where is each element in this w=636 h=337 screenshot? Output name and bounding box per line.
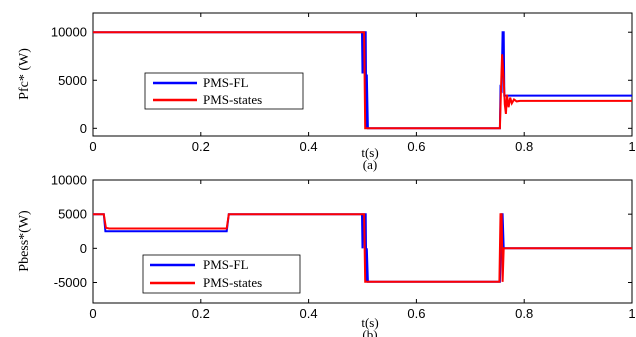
series-line-pms-states-b [93,213,632,283]
y-tick-label-b: 0 [80,241,87,256]
legend-box-b [142,254,301,294]
x-tick-label-b: 1 [628,306,635,321]
panel-label-a: (a) [363,157,377,172]
legend-box-a [144,72,304,110]
x-tick-label-a: 1 [628,139,635,154]
y-axis-label-b: Pbess*(W) [17,210,32,272]
legend-label-pms-states-b: PMS-states [203,275,262,290]
legend-a: PMS-FL PMS-states [144,72,304,110]
x-tick-label-b: 0 [89,306,96,321]
panel-a: 0 0.2 0.4 0.6 0.8 1 0 5000 10000 Pfc* (W) t(s) (… [17,12,636,172]
legend-b: PMS-FL PMS-states [142,254,301,294]
legend-label-pms-fl: PMS-FL [203,75,249,90]
x-tick-label-a: 0.8 [515,139,533,154]
y-tick-label-b: 10000 [51,173,87,188]
legend-label-pms-states: PMS-states [203,92,262,107]
x-tick-label-b: 0.4 [300,306,318,321]
y-tick-label-a: 0 [80,121,87,136]
x-tick-label-b: 0.6 [407,306,425,321]
series-lines-a [93,31,632,130]
y-tick-label-b: 5000 [58,207,87,222]
legend-label-pms-fl-b: PMS-FL [203,257,249,272]
y-axis-label-a: Pfc* (W) [17,48,32,100]
series-line-pms-states-a [93,31,632,130]
x-axis-label-b: t(s) [361,315,378,330]
y-tick-label-a: 10000 [51,25,87,40]
x-axis-label-a: t(s) [361,145,378,160]
panel-label-b: (b) [362,327,377,337]
x-tick-label-b: 0.8 [515,306,533,321]
series-lines-b [93,213,632,283]
y-tick-label-a: 5000 [58,73,87,88]
x-tick-label-a: 0.2 [192,139,210,154]
ticks-a: 0 0.2 0.4 0.6 0.8 1 0 5000 10000 [51,13,636,154]
x-tick-label-a: 0.6 [407,139,425,154]
x-tick-label-a: 0.4 [300,139,318,154]
x-tick-label-b: 0.2 [192,306,210,321]
ticks-b: 0 0.2 0.4 0.6 0.8 1 -5000 0 5000 10000 [51,173,636,322]
x-tick-label-a: 0 [89,139,96,154]
y-tick-label-b: -5000 [54,275,87,290]
